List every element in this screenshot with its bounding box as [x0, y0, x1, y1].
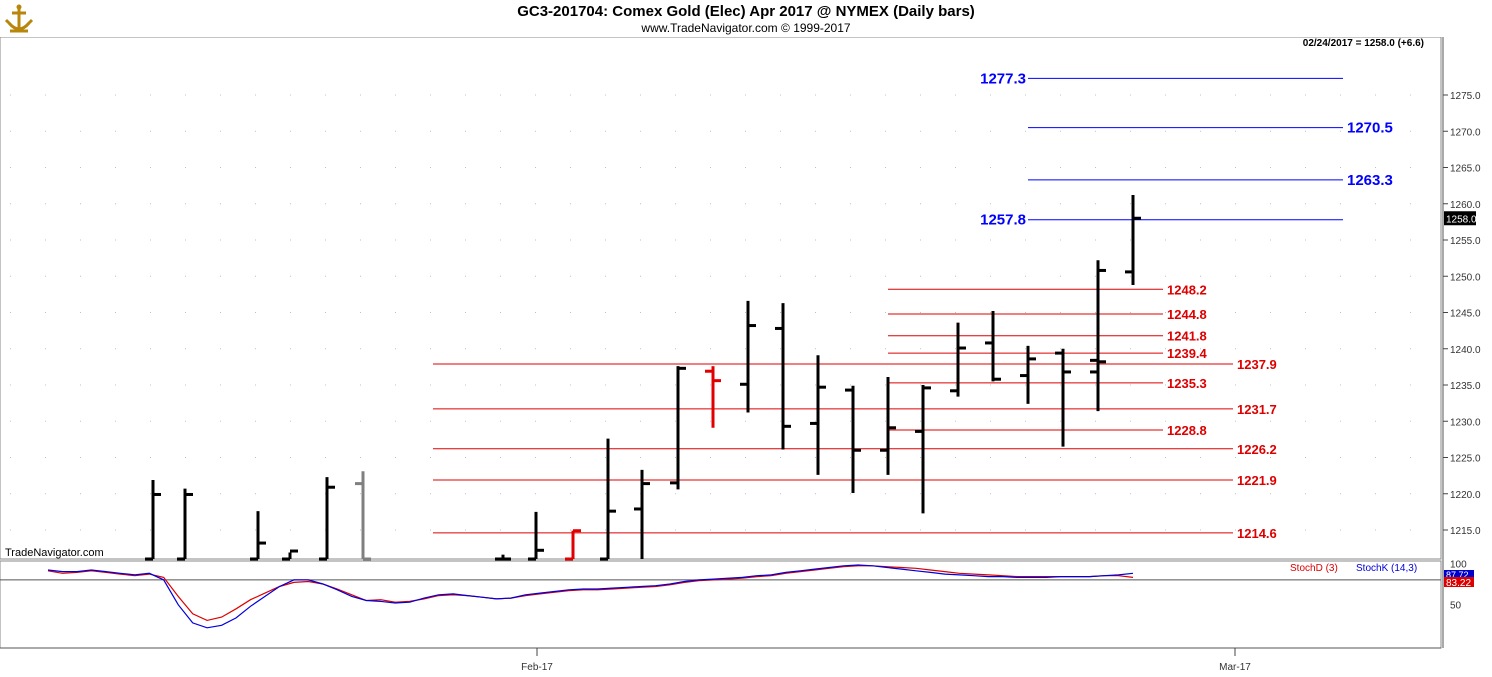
stoch-series-line	[47, 565, 1134, 622]
ohlc-bar	[634, 469, 650, 559]
level-label: 1214.6	[1237, 526, 1277, 541]
y-tick-label: 1250.0	[1450, 272, 1481, 283]
y-tick-label: 1275.0	[1450, 91, 1481, 102]
title-bar: GC3-201704: Comex Gold (Elec) Apr 2017 @…	[0, 0, 1492, 37]
ohlc-bar	[282, 549, 298, 561]
ohlc-bar	[670, 366, 686, 490]
ohlc-bar	[495, 554, 511, 561]
y-tick-label: 1235.0	[1450, 381, 1481, 392]
y-tick-label: 1220.0	[1450, 490, 1481, 501]
legend-stochd: StochD (3)	[1290, 563, 1338, 574]
level-label: 1270.5	[1347, 120, 1393, 137]
date-axis: Feb-17 Mar-17	[521, 648, 1251, 673]
stoch-pane	[0, 560, 1442, 649]
chart-subtitle: www.TradeNavigator.com © 1999-2017	[641, 21, 851, 35]
price-levels: 1277.3 1270.5 1263.3 1257.8 1248.2 1244.8 1241…	[433, 70, 1393, 541]
level-label: 1239.4	[1167, 346, 1208, 361]
ohlc-bar	[845, 385, 861, 494]
ohlc-bar	[740, 300, 756, 413]
y-tick-label: 1215.0	[1450, 526, 1481, 537]
y-tick-label: 1225.0	[1450, 454, 1481, 465]
chart-frame	[0, 36, 1444, 649]
stoch-series-line	[47, 564, 1134, 629]
ohlc-bar	[985, 311, 1001, 382]
level-label: 1235.3	[1167, 376, 1207, 391]
watermark: TradeNavigator.com	[5, 547, 104, 559]
x-tick-label: Mar-17	[1219, 662, 1251, 673]
price-axis: 1215.0 1220.0 1225.0 1230.0 1235.0 1240.0 1245…	[5, 38, 1481, 559]
ohlc-bar	[319, 477, 335, 561]
stoch-tick-label: 100	[1450, 559, 1467, 570]
ohlc-bar	[810, 355, 826, 475]
ohlc-bar	[1055, 348, 1071, 447]
ohlc-bar	[1125, 195, 1141, 285]
ohlc-bar	[600, 438, 616, 561]
level-label: 1277.3	[980, 70, 1026, 87]
ohlc-bar	[880, 377, 896, 475]
ohlc-bar	[565, 529, 581, 561]
x-tick-label: Feb-17	[521, 662, 553, 673]
ohlc-bar	[705, 366, 721, 428]
y-tick-label: 1230.0	[1450, 417, 1481, 428]
level-label: 1241.8	[1167, 329, 1207, 344]
chart-title: GC3-201704: Comex Gold (Elec) Apr 2017 @…	[517, 3, 975, 20]
level-label: 1263.3	[1347, 172, 1393, 189]
last-price-box	[1444, 211, 1476, 226]
stochd-value: 83.22	[1446, 578, 1471, 589]
ohlc-bar	[775, 303, 791, 450]
ohlc-bar	[915, 385, 931, 514]
y-tick-label: 1255.0	[1450, 236, 1481, 247]
level-label: 1257.8	[980, 212, 1026, 229]
level-label: 1221.9	[1237, 473, 1277, 488]
level-label: 1228.8	[1167, 423, 1207, 438]
last-price-label: 1258.0	[1446, 214, 1477, 225]
stochk-value: 87.72	[1446, 570, 1469, 580]
y-tick-label: 1265.0	[1450, 164, 1481, 175]
level-label: 1226.2	[1237, 442, 1277, 457]
ohlc-bar	[250, 511, 266, 561]
ohlc-bar	[145, 479, 161, 561]
price-bars	[145, 195, 1141, 561]
ohlc-bar	[177, 488, 193, 561]
ohlc-bar	[950, 322, 966, 397]
stochk-value-box	[1444, 570, 1474, 579]
ohlc-bar	[355, 471, 371, 561]
ohlc-bar	[1090, 260, 1106, 377]
level-label: 1244.8	[1167, 307, 1207, 322]
y-tick-label: 1270.0	[1450, 127, 1481, 138]
level-label: 1237.9	[1237, 357, 1277, 372]
anchor-icon	[4, 3, 34, 35]
y-tick-label: 1245.0	[1450, 309, 1481, 320]
stoch-tick-label: 50	[1450, 601, 1462, 612]
last-bar-info: 02/24/2017 = 1258.0 (+6.6)	[1303, 38, 1424, 49]
level-label: 1231.7	[1237, 402, 1277, 417]
y-tick-label: 1260.0	[1450, 200, 1481, 211]
ohlc-bar	[528, 511, 544, 561]
stochd-value-box	[1444, 577, 1474, 587]
y-tick-label: 1240.0	[1450, 345, 1481, 356]
legend-stochk: StochK (14,3)	[1356, 563, 1417, 574]
ohlc-bar	[1020, 345, 1036, 404]
level-label: 1248.2	[1167, 282, 1207, 297]
price-pane	[0, 36, 1442, 560]
